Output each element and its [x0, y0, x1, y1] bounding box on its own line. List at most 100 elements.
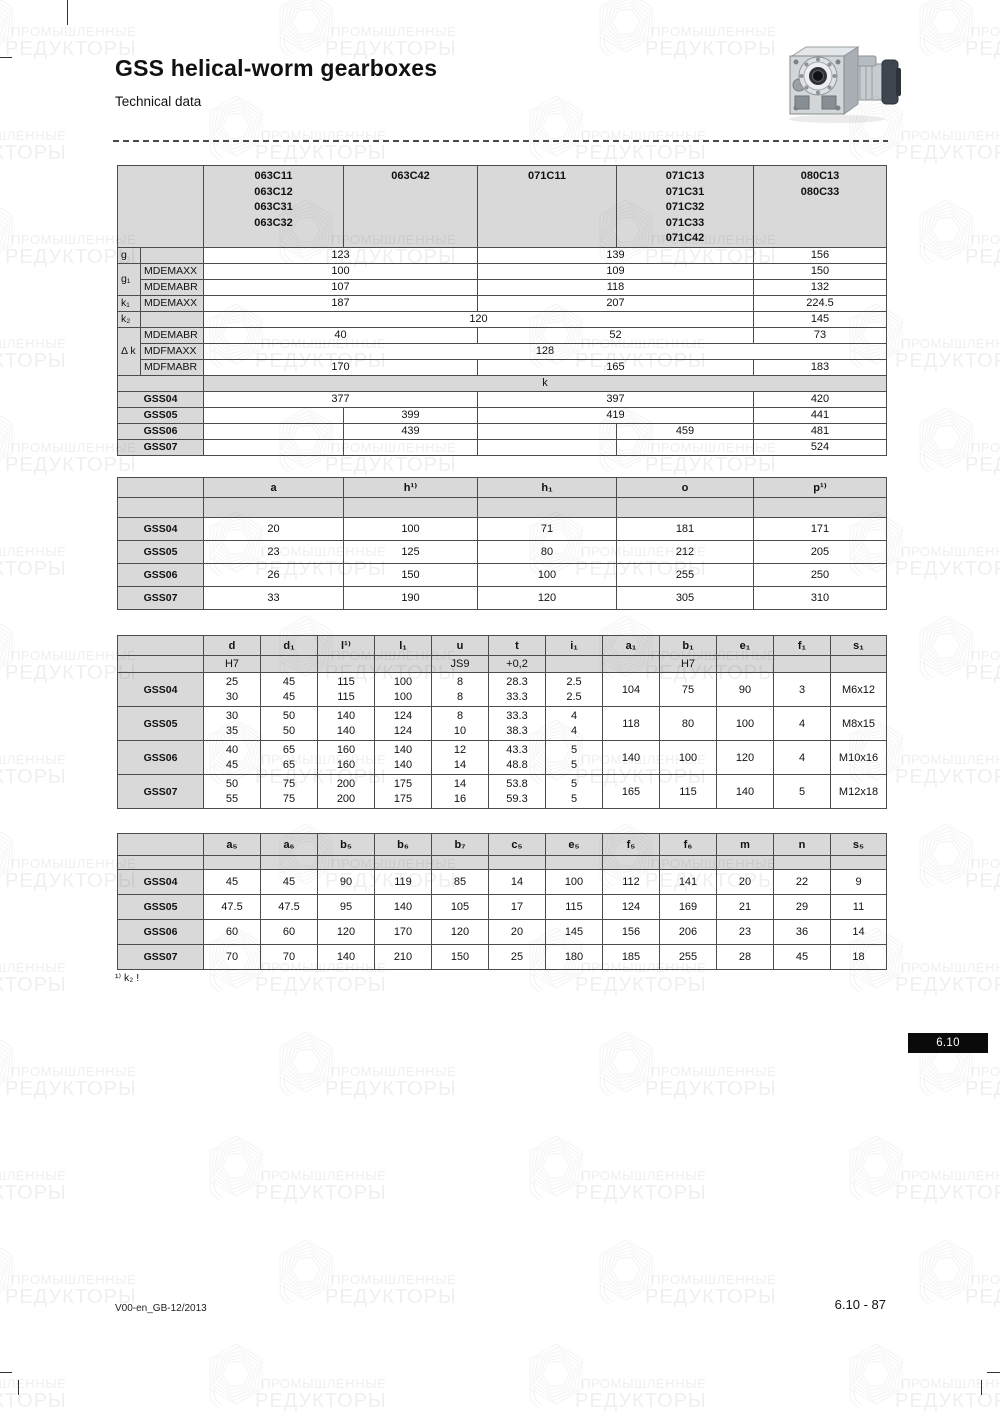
table-cell: 150 [343, 563, 478, 587]
crop-mark [0, 57, 12, 58]
table-cell [203, 438, 344, 456]
watermark-text-line1: ПРОМЫШЛЕННЫЕ [11, 1272, 137, 1287]
table-row: GSS06 60 60 120 170 120 20 145 156 206 23 36 1… [117, 919, 887, 945]
page-title: GSS helical-worm gearboxes [115, 55, 438, 81]
watermark-text-line1: ПРОМЫШЛЕННЫЕ [971, 24, 1000, 39]
table-cell: 190 [343, 586, 478, 610]
table-cell: 75 [659, 672, 717, 707]
table-cell: d₁ [260, 635, 318, 656]
table-cell: 377 [203, 390, 478, 408]
table-cell [545, 855, 603, 870]
table-cell: 181 [616, 517, 754, 541]
table-cell: 150 [753, 262, 887, 280]
crop-mark [18, 1380, 19, 1395]
brand-swirl-icon [919, 0, 973, 57]
watermark-text-line1: ПРОМЫШЛЕННЫЕ [971, 232, 1000, 247]
table-cell: 115 [545, 894, 603, 920]
table-cell: a₁ [602, 635, 660, 656]
page-subtitle: Technical data [115, 94, 202, 109]
table-cell: 180 [545, 944, 603, 970]
watermark-text-line1: ПРОМЫШЛЕННЫЕ [0, 1376, 67, 1391]
table-cell: 105 [431, 894, 489, 920]
table-cell: 124 [602, 894, 660, 920]
watermark-text-line2: РЕДУКТОРЫ [0, 1390, 67, 1412]
table-cell [616, 497, 754, 518]
table-row [117, 855, 887, 870]
watermark-text-line2: РЕДУКТОРЫ [575, 974, 707, 996]
brand-swirl-icon [209, 95, 263, 161]
table-cell: 100 [545, 869, 603, 895]
table-cell: 100 [203, 262, 478, 280]
table-cell: 132 [753, 278, 887, 296]
table-cell: 145 [753, 310, 887, 328]
table-cell: 5 [773, 774, 831, 809]
table-cell: 206 [659, 919, 717, 945]
watermark-text-line2: РЕДУКТОРЫ [965, 1286, 1000, 1308]
table-cell [140, 310, 204, 328]
table-cell: Δ k [117, 326, 141, 376]
table-cell: 210 [374, 944, 432, 970]
table-cell [477, 497, 617, 518]
watermark-text-line1: ПРОМЫШЛЕННЫЕ [0, 1168, 67, 1183]
table-cell: 255 [616, 563, 754, 587]
table-cell: 50 55 [203, 774, 261, 809]
table-cell: s₅ [830, 833, 887, 856]
table-cell: 20 [488, 919, 546, 945]
watermark-text-line1: ПРОМЫШЛЕННЫЕ [261, 1168, 387, 1183]
table-row: k₂ 120 145 [117, 310, 887, 328]
table-cell: b₆ [374, 833, 432, 856]
table-cell: 65 65 [260, 740, 318, 775]
watermark-text-line2: РЕДУКТОРЫ [325, 454, 457, 476]
footnote: ¹⁾ k₂ ! [115, 972, 140, 984]
table-cell: 70 [203, 944, 261, 970]
table-cell [431, 855, 489, 870]
table-row: k [117, 374, 887, 392]
table-cell: 118 [477, 278, 754, 296]
table-cell: 124 124 [374, 706, 432, 741]
table-cell: 120 [431, 919, 489, 945]
watermark-text-line2: РЕДУКТОРЫ [0, 766, 67, 788]
brand-swirl-icon [0, 623, 13, 669]
table-cell: 100 [477, 563, 617, 587]
table-cell: c₅ [488, 833, 546, 856]
table-cell: h¹⁾ [343, 477, 478, 498]
table-cell: GSS07 [117, 438, 204, 456]
table-cell [117, 833, 204, 856]
section-tab-badge: 6.10 [908, 1033, 988, 1053]
table-cell: 36 [773, 919, 831, 945]
table-cell: 170 [203, 358, 478, 376]
table-cell: i₁ [545, 635, 603, 656]
table-cell: 45 [203, 869, 261, 895]
watermark-text-line1: ПРОМЫШЛЕННЫЕ [0, 752, 67, 767]
brand-swirl-icon [919, 199, 973, 265]
table-cell [140, 246, 204, 264]
watermark-text-line2: РЕДУКТОРЫ [965, 38, 1000, 60]
table-cell: 255 [659, 944, 717, 970]
table-cell: u [431, 635, 489, 656]
watermark-text-line2: РЕДУКТОРЫ [325, 1078, 457, 1100]
table-cell: 5 5 [545, 774, 603, 809]
brand-swirl-icon [919, 407, 973, 473]
watermark-text-line2: РЕДУКТОРЫ [895, 1390, 1000, 1412]
table-cell: h₁ [477, 477, 617, 498]
table-cell: 45 [773, 944, 831, 970]
table-cell: 47.5 [203, 894, 261, 920]
table-cell: 14 [488, 869, 546, 895]
watermark-text-line1: ПРОМЫШЛЕННЫЕ [901, 752, 1000, 767]
table-cell: 140 [374, 894, 432, 920]
table-cell [773, 855, 831, 870]
table-cell: 171 [753, 517, 887, 541]
table-cell [117, 374, 204, 392]
watermark-text-line2: РЕДУКТОРЫ [895, 974, 1000, 996]
watermark-text-line1: ПРОМЫШЛЕННЫЕ [0, 336, 67, 351]
table-cell [830, 655, 887, 673]
table-row: g 123 139 156 [117, 246, 887, 264]
table-cell: 8 8 [431, 672, 489, 707]
